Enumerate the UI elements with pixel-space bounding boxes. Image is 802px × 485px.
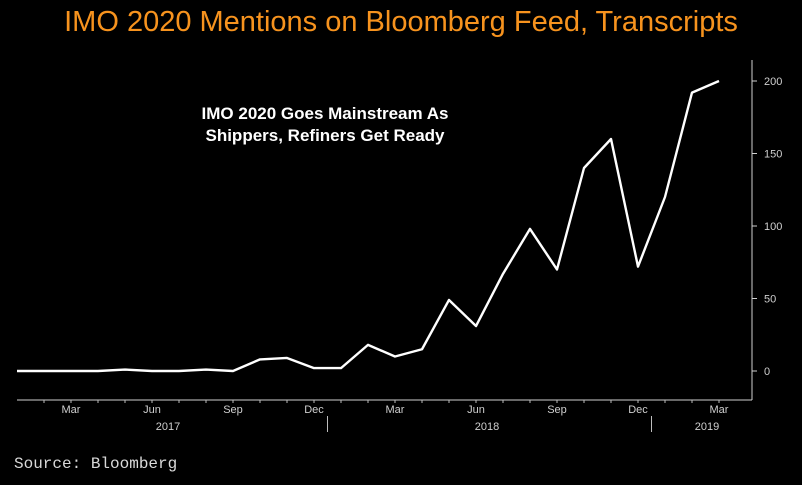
y-tick-label: 0 <box>764 366 770 378</box>
x-tick-label: Mar <box>386 404 405 416</box>
year-label: 2019 <box>695 421 719 433</box>
x-tick-label: Mar <box>62 404 81 416</box>
y-tick-label: 100 <box>764 221 782 233</box>
y-tick-label: 200 <box>764 76 782 88</box>
chart-annotation-line: IMO 2020 Goes Mainstream As <box>202 104 449 123</box>
chart-annotation-line: Shippers, Refiners Get Ready <box>205 126 445 145</box>
y-tick-label: 150 <box>764 149 782 161</box>
x-tick-label: Mar <box>710 404 729 416</box>
x-tick-label: Jun <box>467 404 485 416</box>
x-tick-label: Dec <box>628 404 648 416</box>
x-tick-label: Dec <box>304 404 324 416</box>
chart-title: IMO 2020 Mentions on Bloomberg Feed, Tra… <box>64 6 738 38</box>
x-tick-label: Jun <box>143 404 161 416</box>
x-tick-label: Sep <box>547 404 567 416</box>
x-tick-label: Sep <box>223 404 243 416</box>
series-line <box>17 79 720 373</box>
year-label: 2017 <box>156 421 180 433</box>
year-label: 2018 <box>475 421 499 433</box>
y-tick-label: 50 <box>764 294 776 306</box>
source-note: Source: Bloomberg <box>14 455 178 473</box>
